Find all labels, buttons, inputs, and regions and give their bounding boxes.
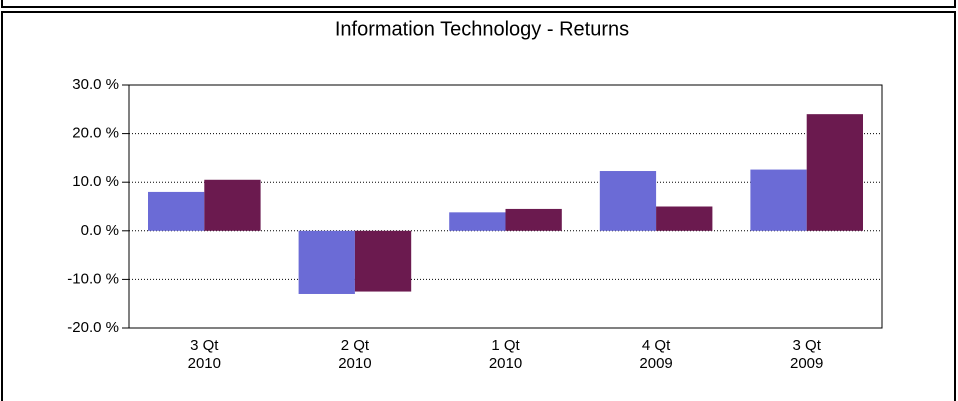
- y-tick-label: -20.0 %: [67, 319, 119, 336]
- x-tick-label: 1 Qt: [491, 337, 520, 354]
- top-frame: [1, 0, 956, 8]
- y-tick-label: 30.0 %: [72, 76, 119, 93]
- bar: [449, 212, 506, 231]
- x-tick-label: 2009: [639, 355, 672, 372]
- bar: [354, 230, 412, 292]
- bar: [148, 191, 205, 231]
- bar: [656, 206, 713, 231]
- x-tick-label: 2009: [790, 355, 823, 372]
- bar: [505, 208, 562, 231]
- x-tick-label: 3 Qt: [190, 337, 219, 354]
- bar: [204, 179, 261, 231]
- y-tick-label: 20.0 %: [72, 125, 119, 142]
- bar: [750, 169, 807, 231]
- y-tick-label: 0.0 %: [81, 222, 119, 239]
- chart-frame: [1, 11, 956, 401]
- x-tick-label: 4 Qt: [642, 337, 671, 354]
- chart-title: Information Technology - Returns: [335, 18, 629, 40]
- x-tick-label: 2010: [338, 355, 371, 372]
- x-tick-label: 2010: [489, 355, 522, 372]
- bar: [599, 171, 657, 231]
- bar: [806, 114, 863, 231]
- bar: [298, 230, 355, 294]
- x-tick-label: 2 Qt: [341, 337, 370, 354]
- y-tick-label: -10.0 %: [67, 270, 119, 287]
- x-tick-label: 2010: [188, 355, 221, 372]
- plot-frame: [128, 84, 883, 329]
- y-tick-label: 10.0 %: [72, 173, 119, 190]
- x-tick-label: 3 Qt: [793, 337, 822, 354]
